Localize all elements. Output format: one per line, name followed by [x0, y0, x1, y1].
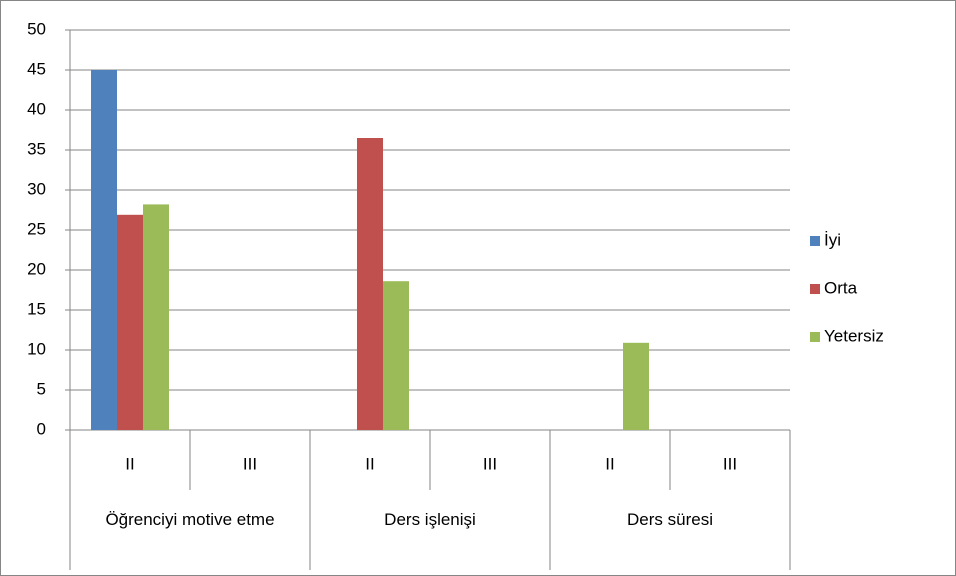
legend-swatch: [810, 236, 820, 246]
x-tick-label: II: [605, 454, 614, 473]
y-tick-label: 30: [27, 179, 46, 198]
y-tick-label: 50: [27, 19, 46, 38]
x-tick-label: II: [125, 454, 134, 473]
y-tick-label: 5: [37, 379, 46, 398]
x-tick-label: III: [723, 454, 737, 473]
bar: [357, 138, 383, 430]
y-tick-label: 25: [27, 219, 46, 238]
legend-label: İyi: [824, 230, 841, 249]
legend-label: Yetersiz: [824, 326, 884, 345]
bar: [143, 204, 169, 430]
x-tick-label: III: [483, 454, 497, 473]
bar: [117, 214, 143, 430]
y-tick-label: 40: [27, 99, 46, 118]
bar: [383, 281, 409, 430]
y-tick-label: 35: [27, 139, 46, 158]
legend-swatch: [810, 284, 820, 294]
y-tick-label: 0: [37, 419, 46, 438]
group-label: Öğrenciyi motive etme: [105, 510, 275, 529]
y-tick-label: 45: [27, 59, 46, 78]
group-label: Ders süresi: [627, 510, 713, 529]
y-tick-label: 10: [27, 339, 46, 358]
legend-swatch: [810, 332, 820, 342]
bar: [91, 70, 117, 430]
x-tick-label: III: [243, 454, 257, 473]
group-label: Ders işlenişi: [384, 510, 476, 529]
bar: [623, 342, 649, 430]
y-tick-label: 15: [27, 299, 46, 318]
x-tick-label: II: [365, 454, 374, 473]
legend-label: Orta: [824, 278, 858, 297]
y-tick-label: 20: [27, 259, 46, 278]
